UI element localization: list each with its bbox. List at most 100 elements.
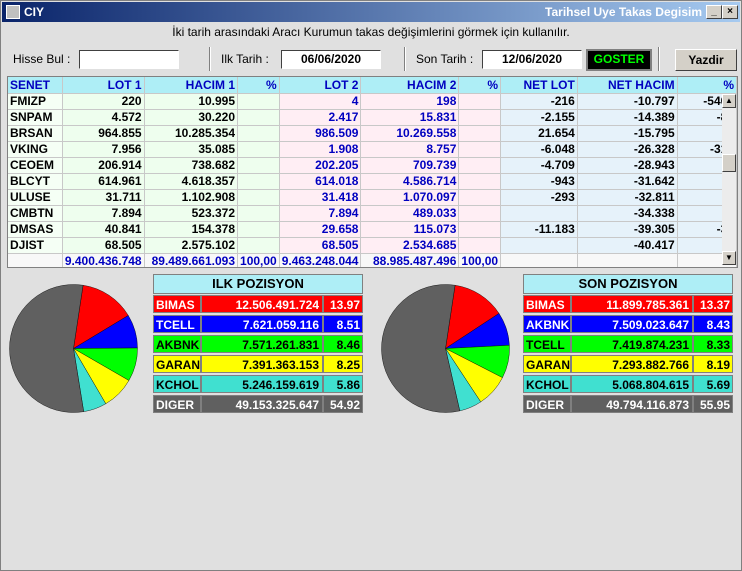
cell — [458, 173, 502, 190]
son-tarih-label: Son Tarih : — [416, 52, 474, 66]
cell — [577, 253, 678, 267]
pozisyon-name: KCHOL — [523, 375, 571, 393]
cell: 100,00 — [237, 253, 280, 267]
table-row[interactable]: CMBTN 7.894 523.372 7.894 489.033 -34.338 — [8, 205, 737, 222]
table-row[interactable]: SNPAM 4.572 30.220 2.417 15.831 -2.155 -14.389… — [8, 109, 737, 126]
cell: 8.757 — [360, 141, 460, 158]
title-bar[interactable]: CIY Tarihsel Uye Takas Degisim _ × — [2, 2, 740, 22]
cell: VKING — [8, 141, 63, 158]
takas-grid[interactable]: SENET LOT 1 HACIM 1% LOT 2 HACIM 2% NET LOT NE… — [7, 76, 738, 268]
cell: -32.811 — [577, 189, 678, 206]
pozisyon-value: 49.153.325.647 — [201, 395, 323, 413]
cell: -216 — [500, 93, 578, 110]
cell: 88.985.487.496 — [360, 253, 460, 267]
goster-button[interactable]: GOSTER — [586, 49, 652, 71]
table-row[interactable]: VKING7.95635.0851.9088.757-6.048-26.328-… — [8, 141, 737, 158]
pozisyon-percent: 8.19 — [693, 355, 733, 373]
table-totals-row[interactable]: 9.400.436.748 89.489.661.093 100,00 9.463.2… — [8, 253, 737, 267]
cell: 1.102.908 — [144, 189, 239, 206]
pozisyon-row: TCELL 7.621.059.116 8.51 — [153, 315, 363, 333]
cell: 614.018 — [279, 173, 362, 190]
cell — [237, 125, 280, 142]
cell: 10.269.558 — [360, 125, 460, 142]
pozisyon-percent: 5.69 — [693, 375, 733, 393]
cell: -26.328 — [577, 141, 678, 158]
cell: -31.642 — [577, 173, 678, 190]
cell: -40.417 — [577, 237, 678, 254]
cell — [458, 141, 502, 158]
cell: 100,00 — [458, 253, 502, 267]
cell: 2.534.685 — [360, 237, 460, 254]
cell: LOT 1 — [62, 77, 145, 94]
cell — [237, 221, 280, 238]
table-row[interactable]: DMSAS 40.841 154.378 29.658 115.073 -11.183 -3… — [8, 221, 737, 238]
pozisyon-percent: 8.51 — [323, 315, 363, 333]
cell: 614.961 — [62, 173, 145, 190]
pozisyon-row: AKBNK 7.571.261.831 8.46 — [153, 335, 363, 353]
cell: % — [458, 77, 502, 94]
cell: 68.505 — [62, 237, 145, 254]
ilk-tarih-label: Ilk Tarih : — [221, 52, 269, 66]
table-row[interactable]: BLCYT 614.961 4.618.357 614.018 4.586.714 -94… — [8, 173, 737, 190]
cell: HACIM 1 — [144, 77, 239, 94]
cell: -2.155 — [500, 109, 578, 126]
table-row[interactable]: CEOEM 206.914 738.682 202.205 709.739 -4.709-… — [8, 157, 737, 174]
cell: 198 — [360, 93, 460, 110]
minimize-icon[interactable]: _ — [706, 5, 722, 19]
yazdir-button[interactable]: Yazdir — [675, 49, 737, 71]
cell — [237, 109, 280, 126]
pozisyon-percent: 8.46 — [323, 335, 363, 353]
pozisyon-percent: 13.97 — [323, 295, 363, 313]
pozisyon-name: BIMAS — [523, 295, 571, 313]
cell: 202.205 — [279, 157, 362, 174]
cell: -11.183 — [500, 221, 578, 238]
ilk-tarih-field[interactable]: 06/06/2020 — [281, 50, 381, 69]
pozisyon-name: DIGER — [523, 395, 571, 413]
pozisyon-name: GARAN — [523, 355, 571, 373]
vertical-scrollbar[interactable]: ▲ ▼ — [722, 94, 736, 265]
close-icon[interactable]: × — [722, 5, 738, 19]
cell — [500, 205, 578, 222]
cell: 29.658 — [279, 221, 362, 238]
separator — [404, 47, 406, 71]
scroll-thumb[interactable] — [722, 154, 736, 172]
window-caption: Tarihsel Uye Takas Degisim — [545, 5, 702, 19]
pie-slice-bimas — [73, 284, 129, 349]
pozisyon-percent: 8.33 — [693, 335, 733, 353]
cell: 7.894 — [62, 205, 145, 222]
cell: -943 — [500, 173, 578, 190]
pozisyon-value: 7.571.261.831 — [201, 335, 323, 353]
cell: -293 — [500, 189, 578, 206]
pozisyon-row: KCHOL 5.246.159.619 5.86 — [153, 375, 363, 393]
table-row[interactable]: BRSAN 964.855 10.285.354 986.509 10.269.558 2… — [8, 125, 737, 142]
scroll-up-icon[interactable]: ▲ — [722, 94, 736, 108]
pozisyon-row: DIGER 49.153.325.647 54.92 — [153, 395, 363, 413]
pozisyon-value: 7.509.023.647 — [571, 315, 693, 333]
table-row[interactable]: ULUSE 31.711 1.102.908 31.418 1.070.097 -293-… — [8, 189, 737, 206]
table-header[interactable]: SENET LOT 1 HACIM 1% LOT 2 HACIM 2% NET LOT NE… — [8, 77, 737, 94]
cell: SENET — [8, 77, 63, 94]
pozisyon-value: 7.419.874.231 — [571, 335, 693, 353]
cell — [237, 189, 280, 206]
pozisyon-row: DIGER 49.794.116.873 55.95 — [523, 395, 733, 413]
cell — [237, 205, 280, 222]
hisse-search-input[interactable] — [79, 50, 179, 69]
cell: 68.505 — [279, 237, 362, 254]
pozisyon-name: KCHOL — [153, 375, 201, 393]
table-row[interactable]: DJIST 68.505 2.575.102 68.505 2.534.685 -40.4… — [8, 237, 737, 254]
scroll-down-icon[interactable]: ▼ — [722, 251, 736, 265]
cell: 4.586.714 — [360, 173, 460, 190]
pozisyon-percent: 5.86 — [323, 375, 363, 393]
cell: -6.048 — [500, 141, 578, 158]
cell: FMIZP — [8, 93, 63, 110]
pozisyon-value: 5.246.159.619 — [201, 375, 323, 393]
pozisyon-percent: 13.37 — [693, 295, 733, 313]
cell — [237, 237, 280, 254]
cell: 31.418 — [279, 189, 362, 206]
son-tarih-field[interactable]: 12/06/2020 — [482, 50, 582, 69]
pozisyon-percent: 8.43 — [693, 315, 733, 333]
table-row[interactable]: FMIZP 220 10.995 4 198 -216 -10.797 -5400 — [8, 93, 737, 110]
app-icon[interactable] — [6, 5, 20, 19]
cell: 115.073 — [360, 221, 460, 238]
